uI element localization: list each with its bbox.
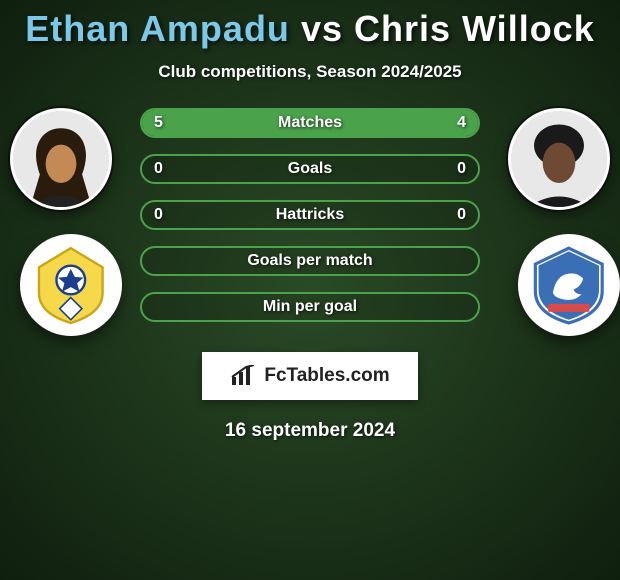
stat-row: Goals per match — [140, 246, 480, 276]
vs-text: vs — [301, 8, 343, 49]
source-logo: FcTables.com — [202, 352, 418, 400]
brand-text: FcTables.com — [264, 365, 389, 387]
stats-area: 54Matches 00Goals 00Hattricks Goals per mat… — [0, 108, 620, 348]
stat-row: Min per goal — [140, 292, 480, 322]
player2-avatar — [508, 108, 610, 210]
leeds-crest-icon — [31, 245, 111, 325]
player1-name: Ethan Ampadu — [25, 8, 290, 49]
stat-label: Min per goal — [142, 294, 478, 320]
stat-row: 00Goals — [140, 154, 480, 184]
stat-row: 00Hattricks — [140, 200, 480, 230]
snapshot-date: 16 september 2024 — [0, 420, 620, 442]
player1-club-badge — [20, 234, 122, 336]
stat-label: Hattricks — [142, 202, 478, 228]
player2-name: Chris Willock — [354, 8, 595, 49]
stat-label: Matches — [142, 110, 478, 136]
player2-club-badge — [518, 234, 620, 336]
subtitle: Club competitions, Season 2024/2025 — [0, 62, 620, 82]
player1-avatar — [10, 108, 112, 210]
stat-label: Goals — [142, 156, 478, 182]
stat-label: Goals per match — [142, 248, 478, 274]
stat-row: 54Matches — [140, 108, 480, 138]
player1-avatar-svg — [13, 111, 109, 207]
cardiff-crest-icon — [529, 245, 609, 325]
stat-bars: 54Matches 00Goals 00Hattricks Goals per mat… — [140, 108, 480, 338]
player2-avatar-svg — [511, 111, 607, 207]
comparison-title: Ethan Ampadu vs Chris Willock — [0, 0, 620, 50]
bar-chart-icon — [230, 365, 258, 387]
